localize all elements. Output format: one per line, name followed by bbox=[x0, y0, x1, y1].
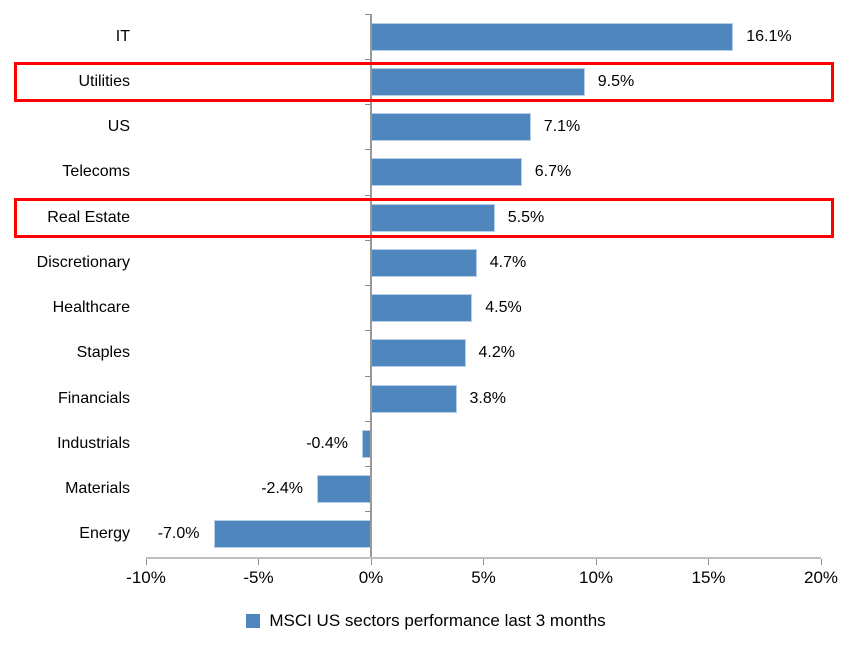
category-axis-tick bbox=[365, 466, 371, 467]
legend-marker-icon bbox=[246, 614, 261, 628]
bar bbox=[213, 520, 371, 549]
category-axis-tick bbox=[365, 149, 371, 151]
x-axis-tick-label: 20% bbox=[803, 568, 839, 587]
category-label: Energy bbox=[79, 525, 130, 543]
category-axis-tick bbox=[365, 511, 371, 513]
category-axis-tick bbox=[365, 13, 371, 15]
value-label: 5.5% bbox=[507, 208, 545, 226]
value-label: 4.2% bbox=[478, 344, 515, 362]
x-axis-tick-label: 15% bbox=[691, 568, 726, 587]
category-label: Real Estate bbox=[47, 208, 130, 226]
category-label: Healthcare bbox=[52, 299, 130, 317]
value-label: 7.1% bbox=[543, 118, 581, 136]
value-label: -0.4% bbox=[306, 434, 348, 452]
category-label: Utilities bbox=[78, 72, 130, 90]
x-axis-tick-label: -10% bbox=[126, 568, 166, 587]
category-axis-tick bbox=[365, 375, 371, 377]
bar bbox=[371, 294, 473, 323]
category-label: Telecoms bbox=[62, 163, 130, 181]
bar bbox=[371, 248, 477, 277]
x-axis-tick bbox=[145, 559, 147, 565]
category-label: Staples bbox=[76, 344, 130, 362]
bar bbox=[371, 67, 585, 96]
x-axis-tick-label: 10% bbox=[578, 568, 614, 587]
x-axis-tick bbox=[595, 559, 597, 565]
category-label: IT bbox=[115, 27, 130, 45]
value-label: -2.4% bbox=[261, 480, 303, 498]
x-axis-tick bbox=[708, 559, 709, 565]
value-label: 3.8% bbox=[469, 389, 506, 407]
x-axis-tick bbox=[258, 559, 259, 565]
bar bbox=[371, 158, 522, 187]
value-label: 4.7% bbox=[489, 253, 527, 271]
category-axis-tick bbox=[365, 330, 371, 332]
legend: MSCI US sectors performance last 3 month… bbox=[0, 609, 852, 633]
category-axis-tick bbox=[365, 194, 371, 196]
category-label: Industrials bbox=[57, 434, 130, 452]
category-axis-tick bbox=[365, 285, 371, 286]
value-label: -7.0% bbox=[157, 525, 200, 543]
x-axis-line bbox=[146, 557, 821, 559]
bar bbox=[371, 22, 734, 51]
category-label: US bbox=[107, 118, 130, 136]
value-label: 4.5% bbox=[485, 299, 522, 317]
legend-label: MSCI US sectors performance last 3 month… bbox=[269, 611, 606, 630]
bar bbox=[371, 339, 466, 368]
x-axis-tick-label: 5% bbox=[471, 568, 496, 587]
bar bbox=[317, 475, 371, 504]
x-axis-tick bbox=[483, 559, 484, 565]
x-axis-tick-label: 0% bbox=[358, 568, 384, 587]
bar bbox=[371, 113, 531, 142]
value-label: 9.5% bbox=[597, 72, 635, 90]
value-label: 6.7% bbox=[534, 163, 572, 181]
bar bbox=[371, 384, 457, 413]
x-axis-tick bbox=[820, 559, 822, 565]
category-label: Financials bbox=[57, 389, 130, 407]
highlight-box-real-estate bbox=[14, 197, 834, 238]
category-axis-tick bbox=[365, 239, 371, 241]
highlight-box-utilities bbox=[14, 61, 834, 102]
category-axis-tick bbox=[365, 104, 371, 105]
category-label: Materials bbox=[65, 480, 130, 498]
category-axis-tick bbox=[365, 420, 371, 422]
x-axis-tick-label: -5% bbox=[243, 568, 274, 587]
category-label: Discretionary bbox=[36, 253, 130, 271]
zero-axis-line bbox=[370, 14, 372, 557]
x-axis-tick bbox=[370, 559, 372, 565]
category-axis-tick bbox=[365, 58, 371, 60]
value-label: 16.1% bbox=[746, 27, 792, 45]
